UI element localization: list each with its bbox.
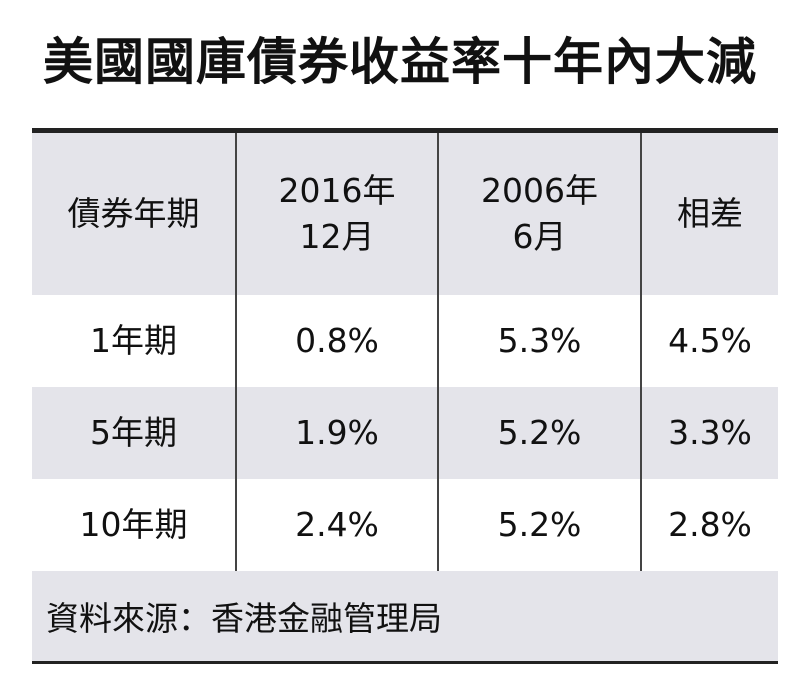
table-cell: 10年期 — [79, 505, 188, 544]
table-cell: 2.4% — [235, 479, 437, 571]
table: 債券年期 2016年 12月 2006年 6月 相差 1年期 0.8% 5.3% 4.… — [32, 128, 778, 664]
header-line: 12月 — [299, 217, 375, 256]
table-cell: 3.3% — [640, 387, 778, 479]
header-cell: 債券年期 — [67, 194, 200, 233]
table-row: 10年期 2.4% 5.2% 2.8% — [32, 479, 778, 571]
table-cell: 1.9% — [235, 387, 437, 479]
header-line: 2016年 — [278, 171, 396, 210]
header-cell: 2016年 12月 — [235, 133, 437, 295]
table-body: 1年期 0.8% 5.3% 4.5% 5年期 1.9% 5.2% 3.3% 10年期 2.4% 5.… — [32, 295, 778, 571]
table-cell: 5.2% — [437, 387, 640, 479]
table-cell: 5年期 — [90, 413, 177, 452]
table-cell: 2.8% — [640, 479, 778, 571]
title: 美國國庫債券收益率十年內大減 — [43, 33, 757, 91]
header-cell: 相差 — [640, 133, 778, 295]
table-cell: 4.5% — [640, 295, 778, 387]
table-cell: 5.2% — [437, 479, 640, 571]
header-line: 2006年 — [481, 171, 598, 210]
footer: 資料來源：香港金融管理局 — [32, 571, 778, 661]
table-cell: 5.3% — [437, 295, 640, 387]
header-line: 6月 — [512, 217, 567, 256]
header-row: 債券年期 2016年 12月 2006年 6月 相差 — [32, 133, 778, 295]
header-cell: 2006年 6月 — [437, 133, 640, 295]
table-cell: 0.8% — [235, 295, 437, 387]
table-row: 1年期 0.8% 5.3% 4.5% — [32, 295, 778, 387]
table-row: 5年期 1.9% 5.2% 3.3% — [32, 387, 778, 479]
table-cell: 1年期 — [90, 321, 177, 360]
